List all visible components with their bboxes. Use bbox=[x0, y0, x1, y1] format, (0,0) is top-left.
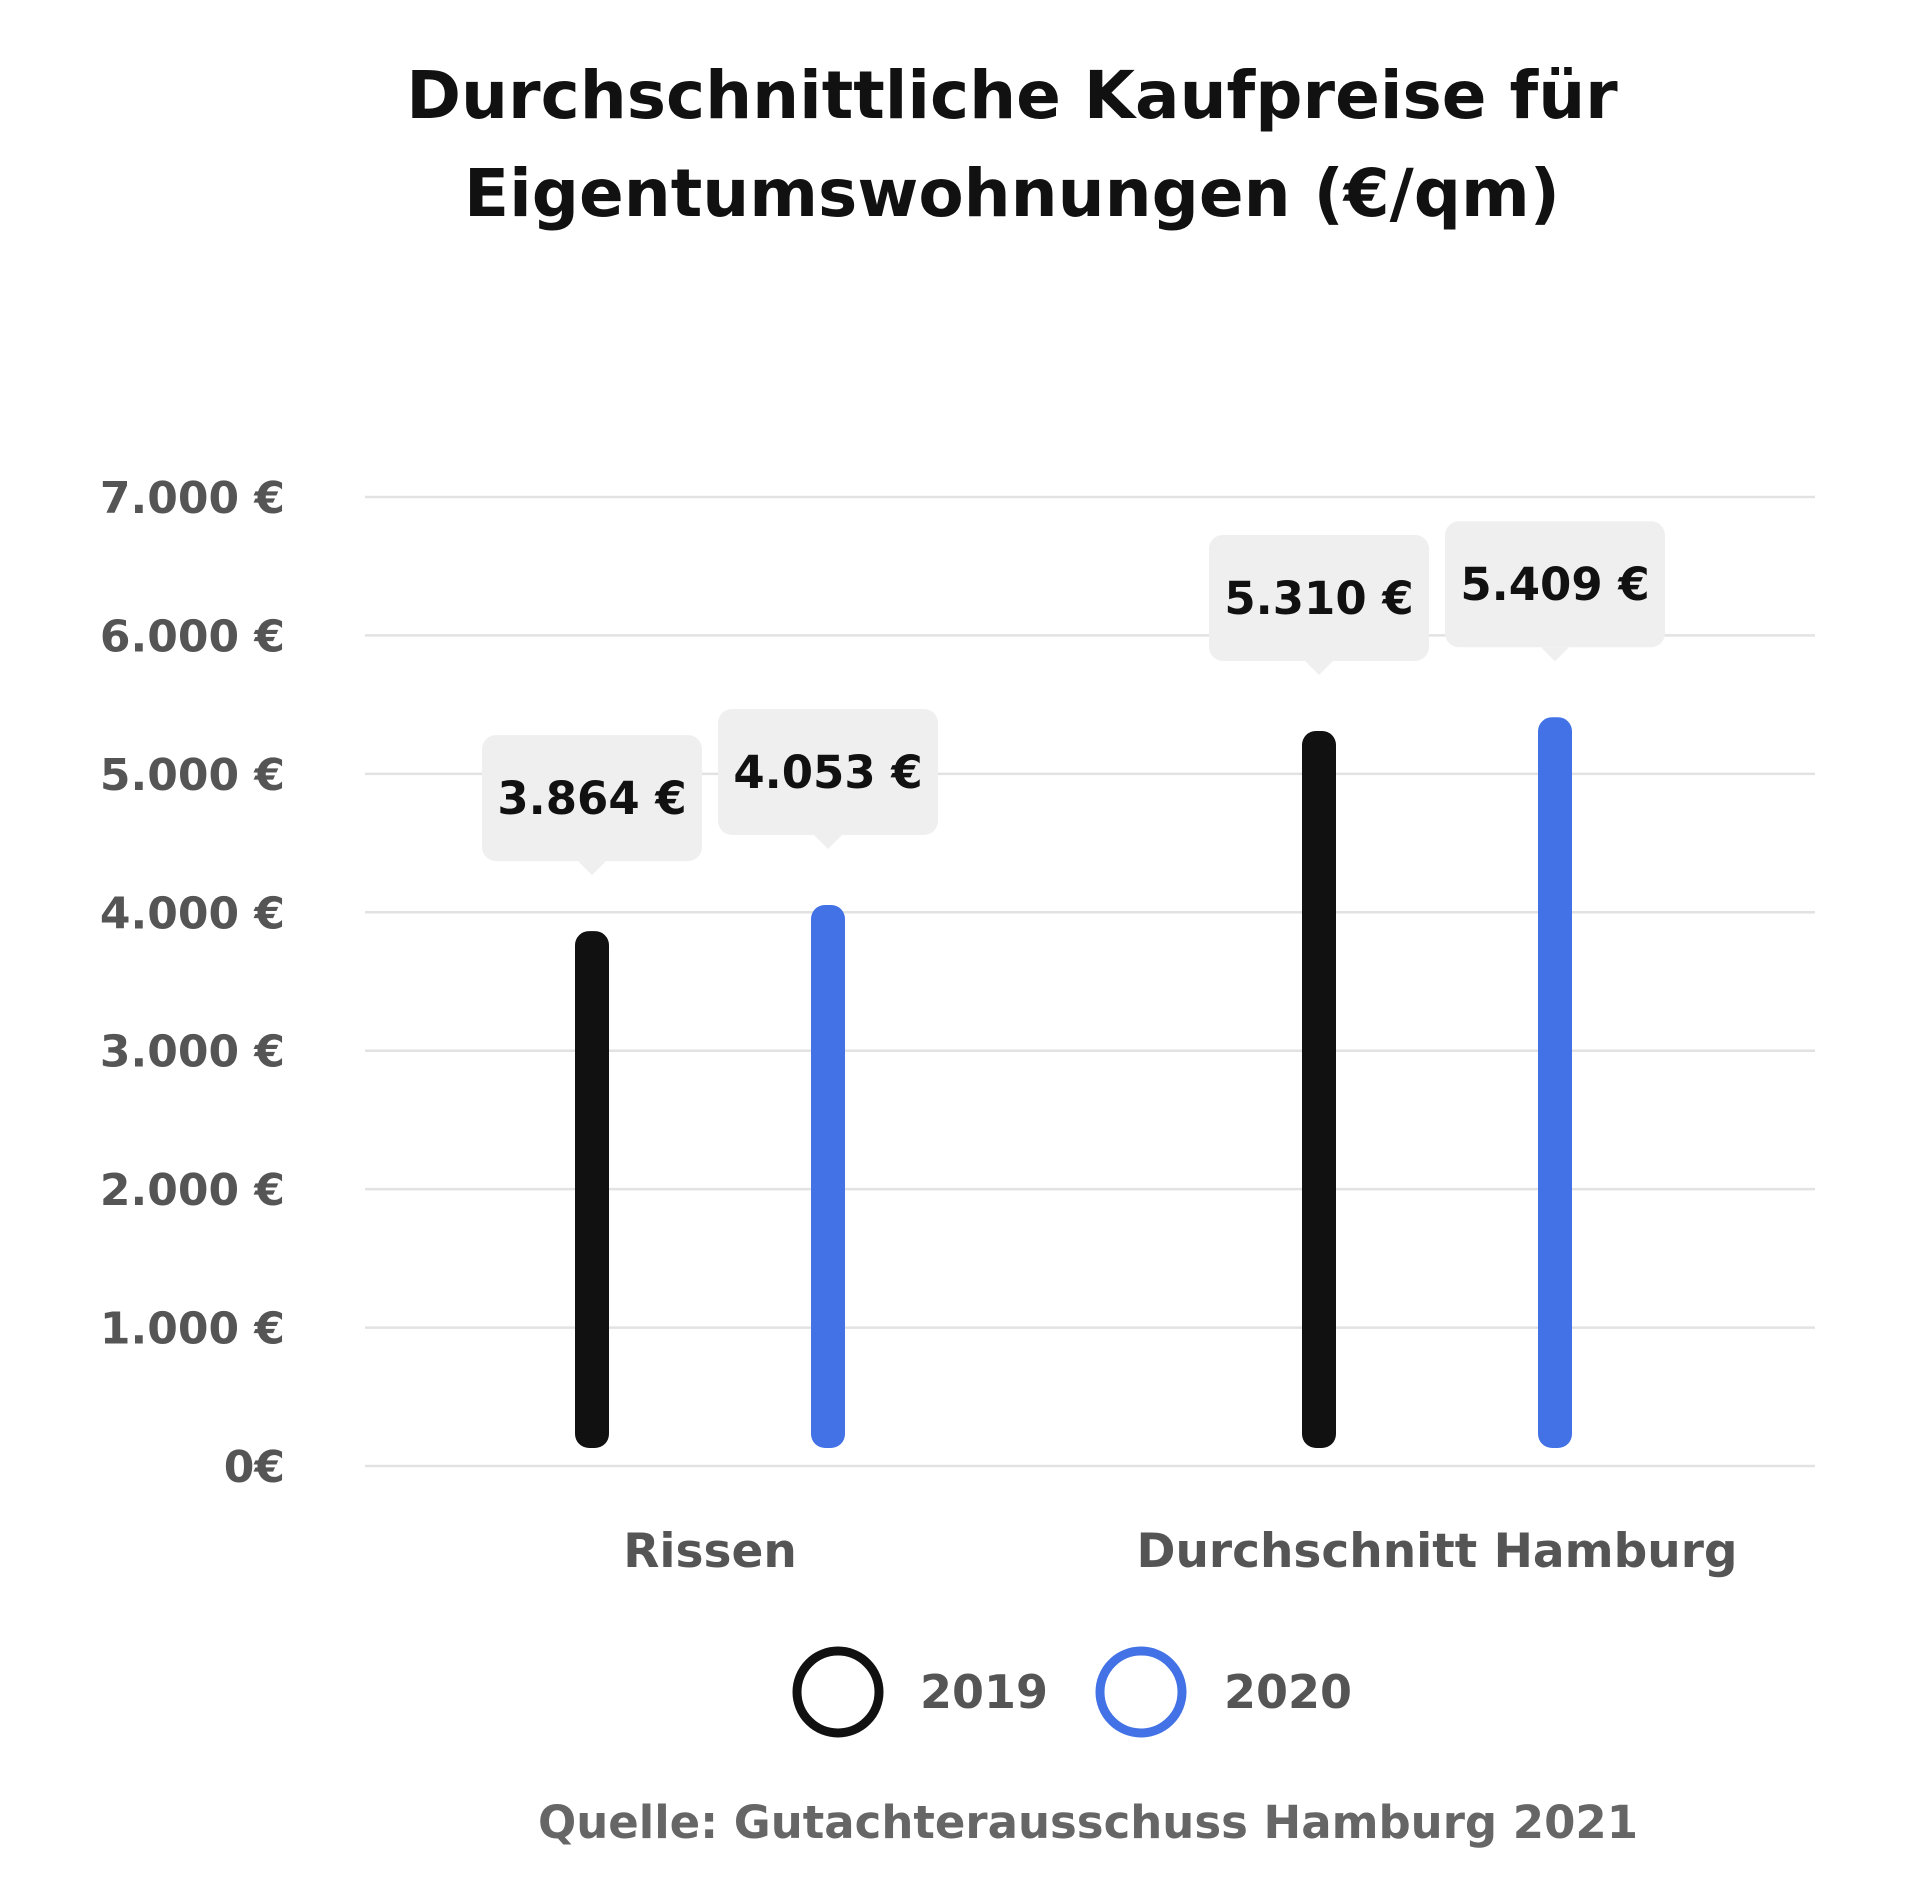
data-label-pointer bbox=[814, 834, 842, 849]
bars bbox=[575, 717, 1572, 1448]
data-label: 5.409 € bbox=[1460, 558, 1649, 611]
data-label: 4.053 € bbox=[733, 746, 922, 799]
y-tick-label: 5.000 € bbox=[100, 750, 285, 801]
data-label-callout: 4.053 € bbox=[718, 708, 938, 849]
data-label-box bbox=[482, 735, 702, 862]
chart-title-line-1: Durchschnittliche Kaufpreise für bbox=[406, 57, 1618, 134]
data-label-callout: 3.864 € bbox=[482, 735, 702, 876]
bar-2019-rissen bbox=[575, 931, 609, 1448]
data-label-pointer bbox=[578, 861, 606, 876]
source-note: Quelle: Gutachterausschuss Hamburg 2021 bbox=[538, 1796, 1638, 1849]
x-axis-categories: Rissen Durchschnitt Hamburg bbox=[623, 1524, 1737, 1579]
y-tick-label: 6.000 € bbox=[100, 611, 285, 662]
x-category-label: Durchschnitt Hamburg bbox=[1136, 1524, 1737, 1579]
chart-title-line-2: Eigentumswohnungen (€/qm) bbox=[464, 155, 1560, 232]
y-tick-label: 4.000 € bbox=[100, 888, 285, 939]
data-label-callout: 5.409 € bbox=[1445, 521, 1665, 662]
data-label: 5.310 € bbox=[1224, 572, 1413, 625]
bar-2019-durchschnitt-hamburg bbox=[1302, 730, 1336, 1448]
data-label-pointer bbox=[1541, 647, 1569, 662]
legend-label-2019: 2019 bbox=[920, 1665, 1048, 1719]
y-tick-label: 1.000 € bbox=[100, 1304, 285, 1355]
legend-marker-2020 bbox=[1095, 1646, 1187, 1738]
bar-2020-rissen bbox=[811, 904, 845, 1448]
x-category-label: Rissen bbox=[623, 1524, 797, 1579]
data-label: 3.864 € bbox=[497, 772, 686, 825]
data-label-callout: 5.310 € bbox=[1209, 534, 1429, 675]
data-labels: 3.864 € 4.053 € 5.310 € 5.409 € bbox=[482, 521, 1665, 876]
bar-2020-durchschnitt-hamburg bbox=[1538, 717, 1572, 1448]
data-label-pointer bbox=[1305, 660, 1333, 675]
y-tick-label: 0€ bbox=[224, 1442, 285, 1493]
y-tick-label: 2.000 € bbox=[100, 1165, 285, 1216]
y-axis-ticks: 0€ 1.000 € 2.000 € 3.000 € 4.000 € 5.000 € 6.0… bbox=[100, 473, 285, 1493]
legend-label-2020: 2020 bbox=[1224, 1665, 1352, 1719]
data-label-box bbox=[1209, 534, 1429, 661]
data-label-box bbox=[1445, 521, 1665, 648]
legend-marker-2019 bbox=[792, 1646, 884, 1738]
y-tick-label: 3.000 € bbox=[100, 1027, 285, 1078]
y-tick-label: 7.000 € bbox=[100, 473, 285, 524]
legend: 2019 2020 bbox=[792, 1646, 1352, 1738]
data-label-box bbox=[718, 708, 938, 835]
